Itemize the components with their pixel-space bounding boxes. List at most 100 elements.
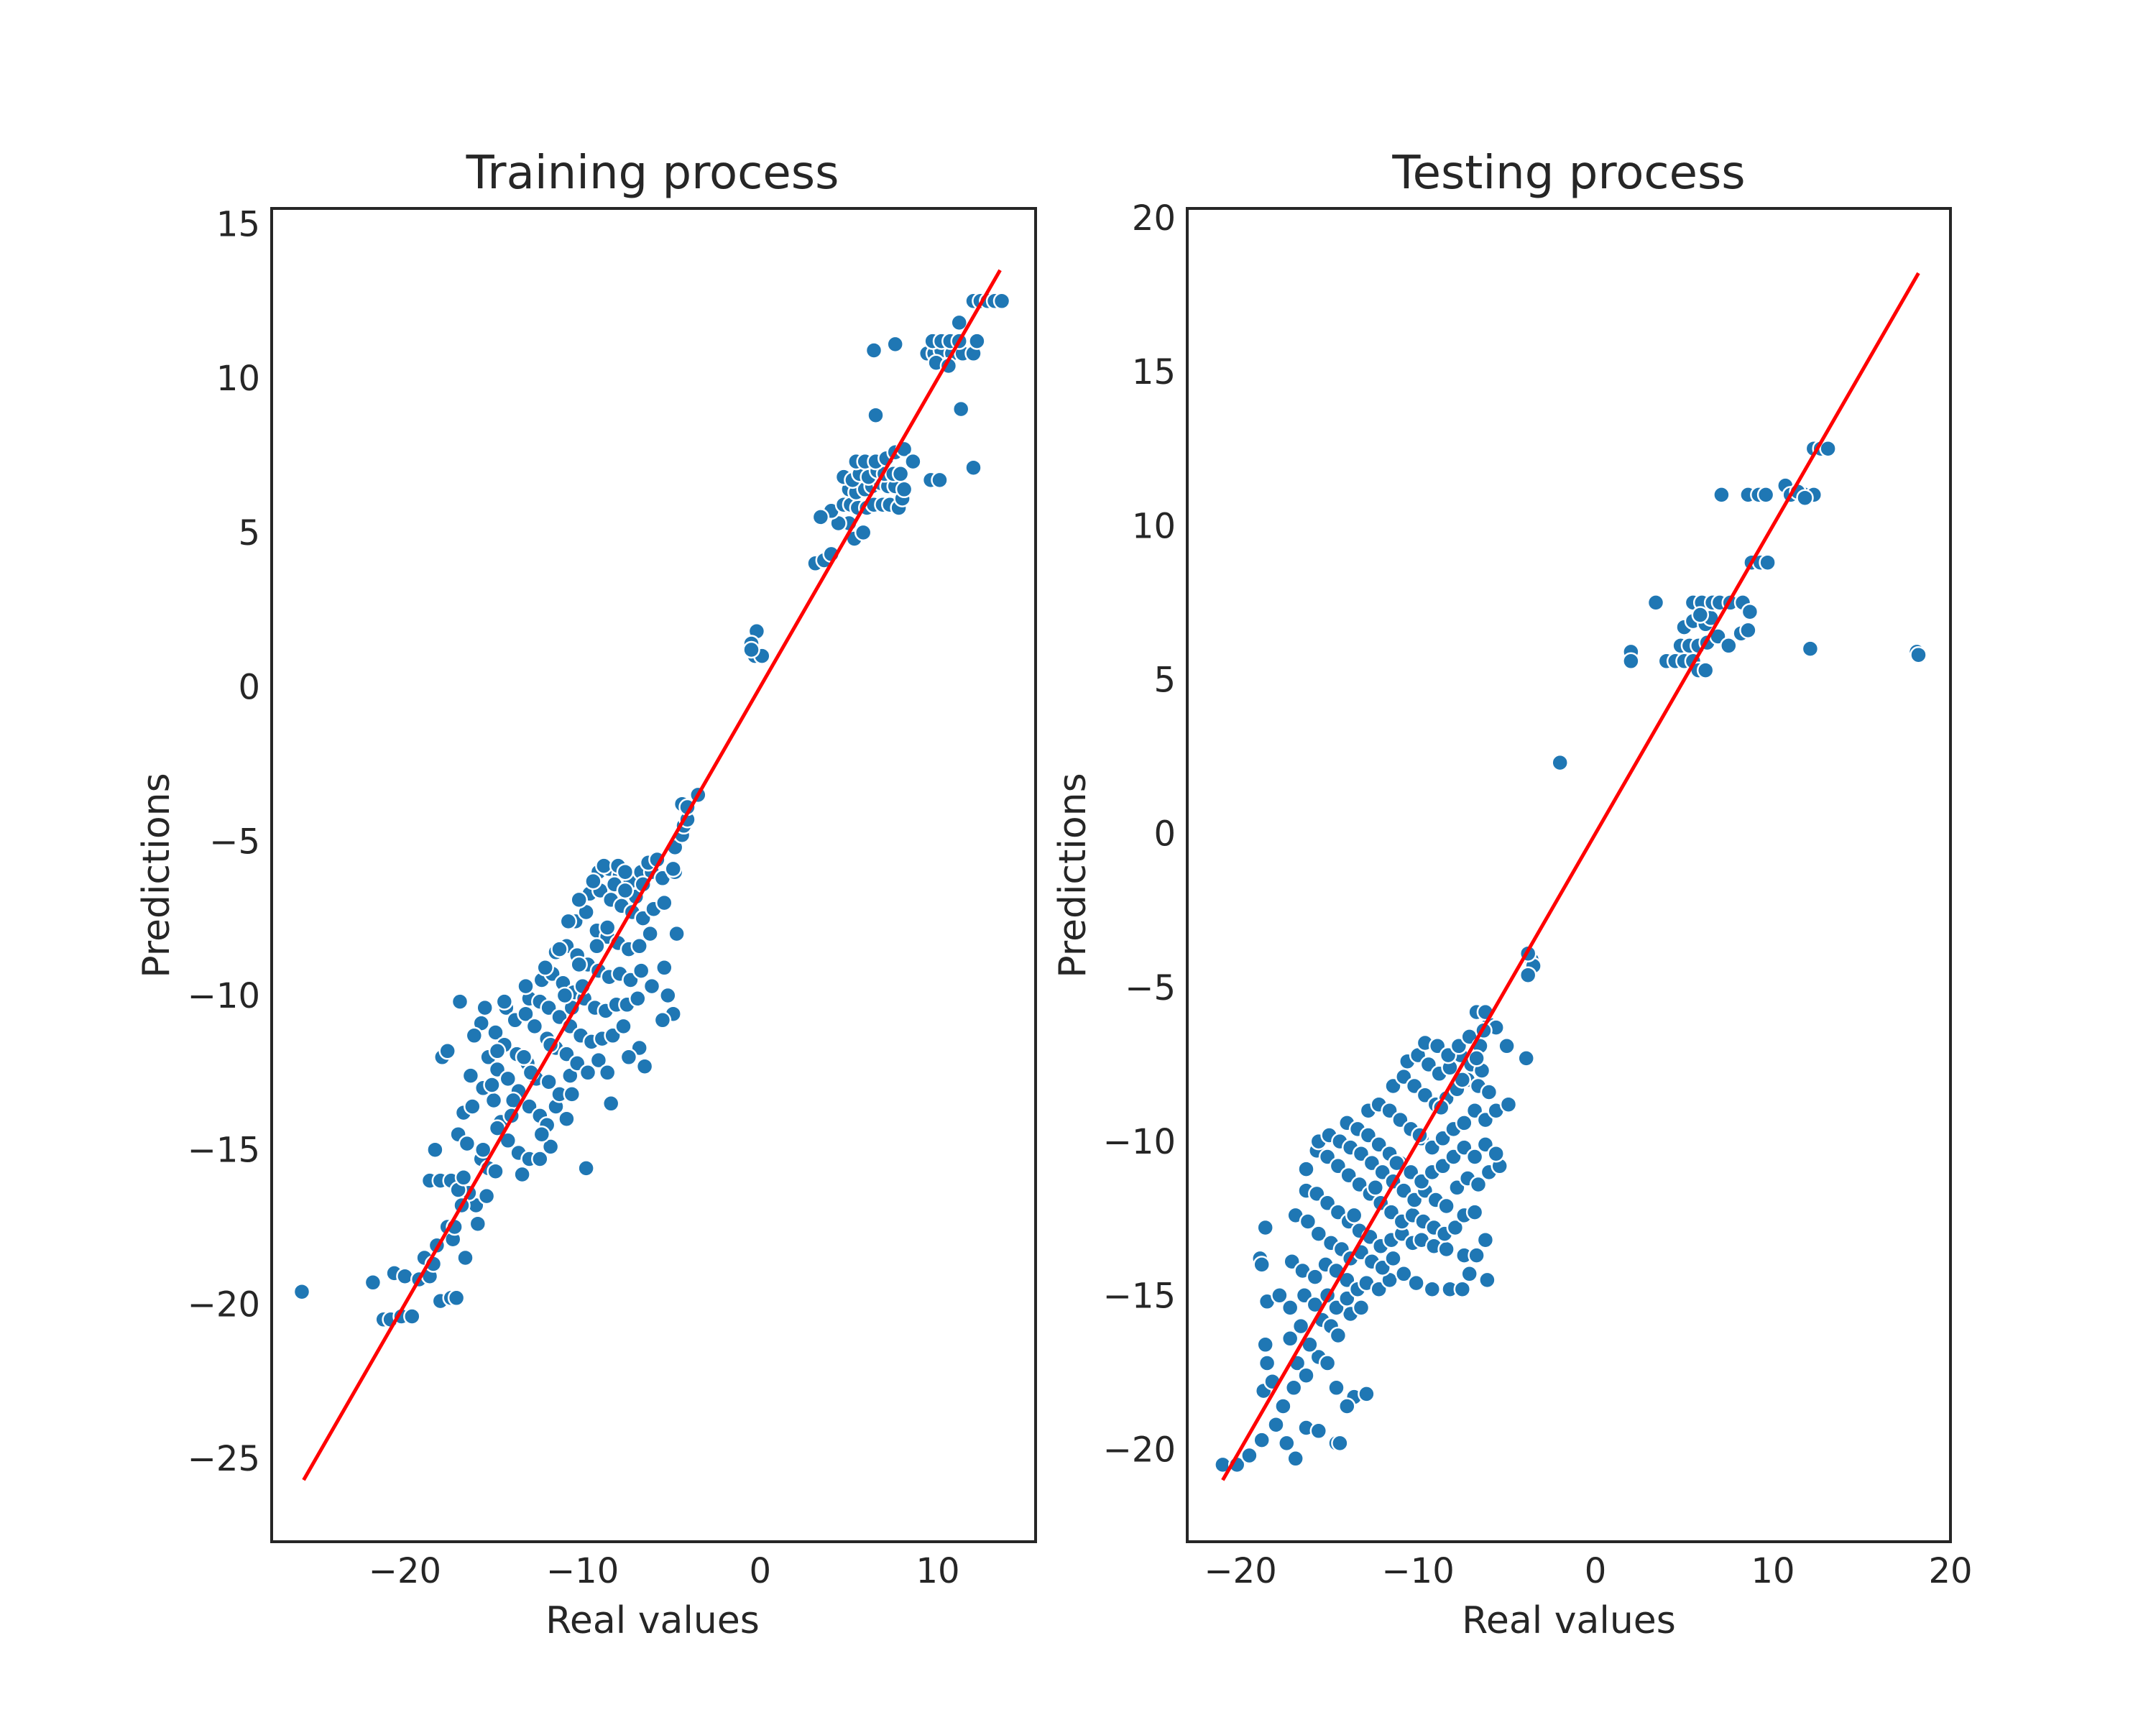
data-point [964,459,982,477]
data-point [895,480,913,499]
data-point [513,1165,531,1184]
data-point [635,1057,654,1075]
data-point [1281,1299,1299,1317]
data-point [1819,439,1837,458]
y-tick-label: 20 [1132,198,1176,239]
y-tick-label: −10 [1103,1122,1176,1162]
y-tick-label: −15 [1103,1276,1176,1316]
data-point [619,1048,638,1067]
data-point [570,955,588,974]
data-point [1271,1287,1289,1305]
data-point [483,1076,501,1094]
data-point [499,1070,517,1088]
data-point [292,1282,311,1301]
data-point [1476,1230,1495,1249]
x-tick-label: −20 [1204,1551,1276,1591]
data-point [403,1307,421,1325]
data-point [1759,553,1777,571]
data-point [536,959,554,977]
y-tick-labels: −20 −15 −10 −5 0 5 10 15 20 [1103,198,1176,1471]
ideal-fit-line [1221,272,1920,1481]
data-point [1331,1434,1349,1453]
data-point [641,924,659,943]
data-point [447,1289,466,1307]
data-point [451,993,469,1011]
data-point [904,452,922,471]
data-point [1274,1397,1292,1415]
data-point [1796,489,1814,507]
data-point [1291,1317,1310,1335]
data-point [1253,1431,1271,1449]
y-tick-label: 0 [238,668,260,708]
x-tick-labels: −20 −10 0 10 [369,1551,960,1591]
data-point [891,465,910,483]
data-point [1519,966,1537,984]
data-point [469,1215,487,1233]
data-point [854,523,872,542]
data-point [541,1138,560,1156]
data-point [598,919,617,937]
data-point [456,1248,474,1267]
data-point [1253,1256,1271,1274]
data-point [598,1064,617,1082]
data-point [1407,1274,1425,1292]
x-tick-label: 10 [916,1551,959,1591]
data-point [1480,1083,1498,1101]
data-point [1460,1265,1478,1283]
data-point [1338,1397,1356,1415]
y-tick-label: −25 [188,1439,260,1479]
data-point [1352,1299,1370,1317]
data-point [1437,1240,1455,1259]
data-point [1517,1049,1535,1067]
ideal-fit-line [302,269,1002,1481]
data-point [461,1067,480,1085]
x-tick-label: 20 [1928,1551,1972,1591]
y-tick-label: 0 [1153,814,1176,855]
data-point [1358,1385,1376,1403]
data-point [1366,1179,1385,1197]
data-point [364,1274,382,1292]
data-point [1286,1450,1304,1468]
data-point [396,1267,414,1285]
data-point [629,990,647,1008]
data-point [1478,1271,1496,1289]
data-point [533,1125,551,1144]
plot-title: Training process [466,147,839,200]
data-point [1720,637,1738,655]
data-point [1345,1206,1363,1225]
data-point [556,986,574,1005]
data-point [668,924,686,943]
data-point [465,1026,484,1045]
data-point [488,1042,507,1060]
data-point [1756,486,1775,504]
data-point [992,292,1011,310]
data-point [931,471,949,489]
data-point [1465,1148,1484,1166]
data-point [1646,594,1665,612]
data-point [1256,1218,1274,1237]
data-point [1384,1249,1402,1268]
data-point [1909,645,1927,664]
data-point [1318,1354,1337,1372]
data-point [517,977,535,995]
plot-frame [270,207,1037,1543]
data-point [1455,1114,1473,1132]
data-point [525,1017,544,1036]
data-point [1741,602,1759,621]
data-point [1267,1415,1285,1434]
data-point [1327,1379,1345,1397]
y-tick-label: 10 [1132,506,1176,546]
y-tick-label: 5 [1153,661,1176,701]
data-point [1278,1434,1296,1453]
data-point [563,1085,581,1103]
data-point [614,1017,632,1036]
x-axis-label: Real values [1462,1599,1676,1642]
data-point [559,912,578,931]
x-tick-label: 0 [750,1551,772,1591]
data-point [632,962,650,980]
data-point [550,940,568,958]
data-point [1258,1354,1276,1372]
data-point [484,1091,503,1110]
data-point [655,959,673,977]
y-tick-label: −20 [1103,1430,1176,1471]
